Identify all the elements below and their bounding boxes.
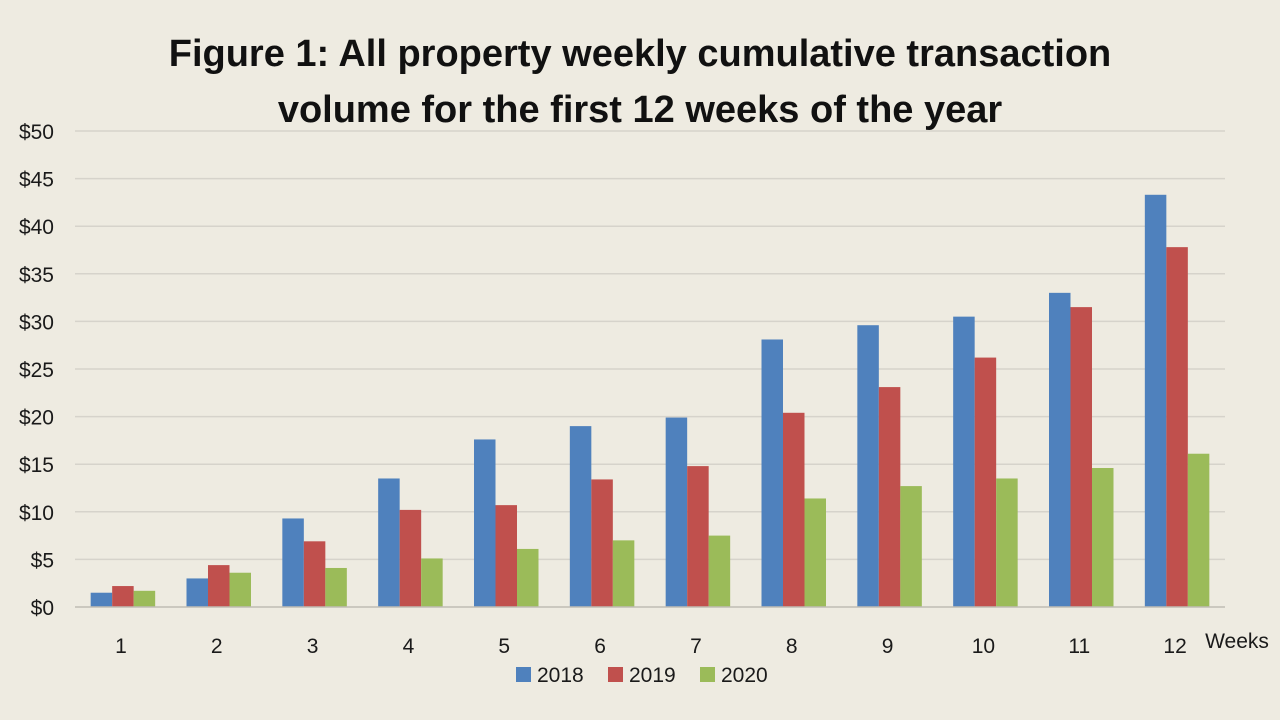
legend-swatch-2018 — [516, 667, 531, 682]
bar-2018-week-12 — [1144, 194, 1167, 607]
x-tick-label-12: 12 — [1163, 635, 1186, 658]
gridlines — [75, 130, 1225, 561]
y-tick-label-40: $40 — [19, 216, 54, 239]
x-tick-label-4: 4 — [403, 635, 415, 658]
chart-title: Figure 1: All property weekly cumulative… — [169, 33, 1112, 131]
bar-2020-week-9 — [900, 486, 922, 607]
bar-2019-week-10 — [974, 357, 997, 607]
bar-2018-week-7 — [665, 417, 688, 607]
bar-2018-week-3 — [282, 518, 304, 607]
y-tick-label-20: $20 — [19, 407, 54, 430]
bar-2019-week-6 — [591, 479, 613, 607]
chart-title-line-2: volume for the first 12 weeks of the yea… — [278, 89, 1003, 131]
bar-2020-week-7 — [708, 535, 731, 607]
y-tick-label-0: $0 — [31, 597, 54, 620]
bar-2020-week-5 — [517, 548, 539, 607]
bar-2020-week-1 — [133, 590, 156, 607]
y-tick-label-50: $50 — [19, 121, 54, 144]
x-axis-title: Weeks — [1205, 630, 1269, 653]
x-tick-label-5: 5 — [498, 635, 510, 658]
bar-2018-week-8 — [761, 339, 783, 607]
bar-2019-week-5 — [495, 505, 517, 607]
x-tick-label-10: 10 — [972, 635, 995, 658]
bar-2020-week-12 — [1187, 453, 1210, 607]
y-tick-label-25: $25 — [19, 359, 54, 382]
bar-2019-week-9 — [878, 387, 901, 607]
y-tick-label-35: $35 — [19, 264, 54, 287]
x-axis: 1 2 3 4 5 6 7 8 9 10 11 12 — [75, 606, 1225, 658]
y-tick-label-5: $5 — [31, 549, 54, 572]
y-tick-label-15: $15 — [19, 454, 54, 477]
x-tick-label-11: 11 — [1068, 635, 1090, 658]
bar-2020-week-3 — [325, 567, 347, 607]
x-tick-label-6: 6 — [594, 635, 606, 658]
bar-2018-week-5 — [474, 439, 496, 607]
x-tick-label-1: 1 — [115, 635, 127, 658]
x-tick-label-2: 2 — [211, 635, 223, 658]
y-tick-label-30: $30 — [19, 311, 54, 334]
legend: 2018 2019 2020 — [516, 664, 768, 687]
bar-2019-week-8 — [783, 412, 805, 607]
y-axis: $0 $5 $10 $15 $20 $25 $30 $35 $40 $45 $50 — [19, 121, 54, 620]
y-tick-label-45: $45 — [19, 169, 54, 192]
bar-2018-week-9 — [857, 325, 879, 607]
legend-label-2019: 2019 — [629, 664, 676, 687]
legend-swatch-2020 — [700, 667, 715, 682]
bar-2020-week-4 — [421, 558, 443, 607]
bar-2020-week-2 — [229, 572, 251, 607]
bar-2019-week-4 — [399, 509, 422, 607]
bars — [90, 194, 1210, 608]
x-tick-label-8: 8 — [786, 635, 798, 658]
legend-swatch-2019 — [608, 667, 623, 682]
bar-2019-week-11 — [1070, 307, 1092, 607]
bar-2019-week-7 — [687, 466, 709, 607]
bar-2019-week-1 — [112, 586, 134, 607]
legend-label-2018: 2018 — [537, 664, 584, 687]
bar-2018-week-4 — [378, 478, 400, 607]
bar-2018-week-11 — [1049, 292, 1071, 607]
bar-2020-week-8 — [804, 498, 826, 607]
y-tick-label-10: $10 — [19, 502, 54, 525]
bar-2019-week-2 — [208, 565, 230, 607]
bar-2018-week-10 — [953, 316, 975, 607]
x-tick-label-9: 9 — [882, 635, 894, 658]
bar-2020-week-6 — [612, 540, 635, 607]
bar-2018-week-6 — [569, 426, 592, 607]
legend-label-2020: 2020 — [721, 664, 768, 687]
chart-title-line-1: Figure 1: All property weekly cumulative… — [169, 33, 1112, 75]
bar-2018-week-1 — [90, 592, 113, 607]
x-tick-label-3: 3 — [307, 635, 319, 658]
x-tick-label-7: 7 — [690, 635, 702, 658]
bar-2018-week-2 — [186, 578, 208, 607]
bar-2019-week-3 — [303, 541, 326, 607]
bar-2020-week-10 — [996, 478, 1018, 607]
bar-2019-week-12 — [1166, 247, 1188, 608]
bar-2020-week-11 — [1092, 468, 1114, 607]
